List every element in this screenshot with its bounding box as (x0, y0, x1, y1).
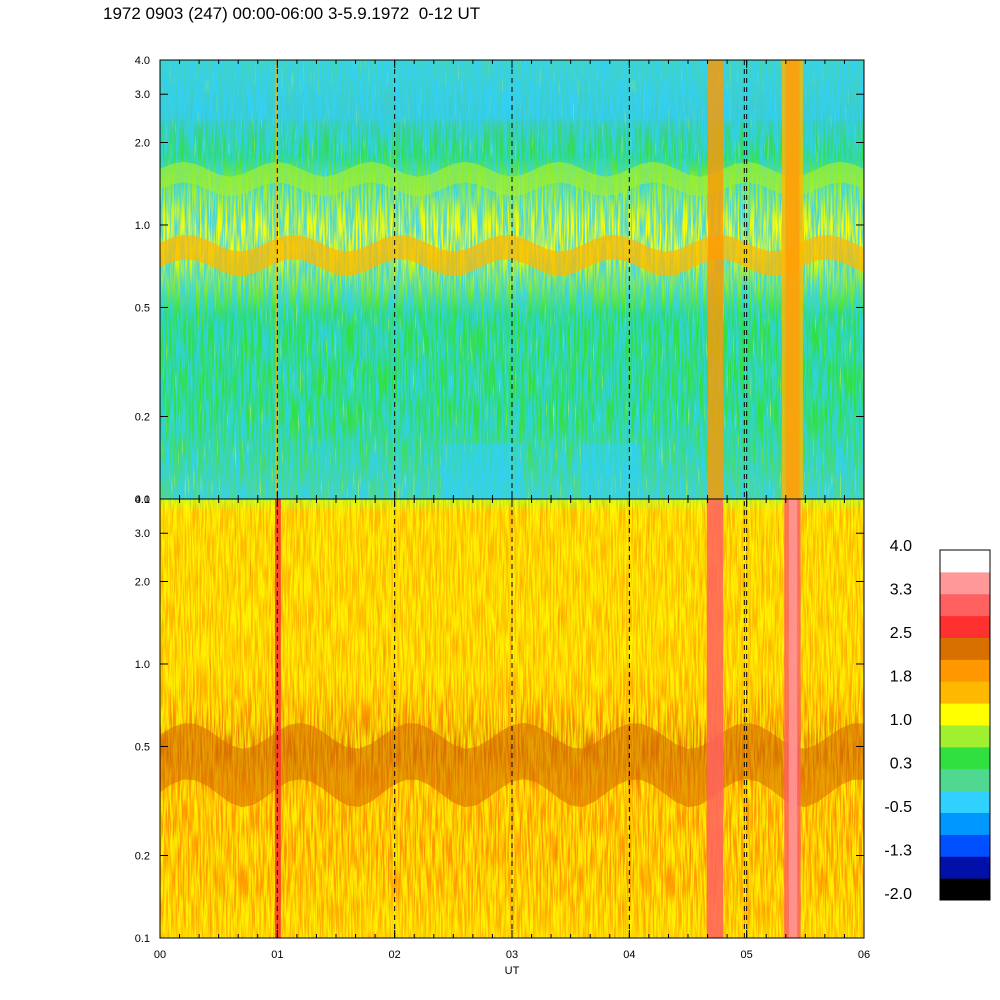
colorbar-label: 3.3 (890, 582, 912, 599)
y-tick-label: 0.1 (135, 494, 150, 506)
y-tick-label: 1.0 (135, 220, 150, 232)
colorbar-swatch-navy (940, 856, 990, 879)
y-tick-label: 0.2 (135, 851, 150, 863)
x-tick-label: 03 (506, 949, 518, 961)
colorbar-swatch-green (940, 746, 990, 770)
colorbar-swatch-pink (940, 571, 990, 595)
colorbar-swatch-aquamarine (940, 768, 990, 792)
x-axis-label: UT (505, 965, 520, 977)
y-tick-label: 0.5 (135, 302, 150, 314)
colorbar-swatch-white (940, 550, 990, 573)
colorbar-swatch-salmon (940, 593, 990, 617)
colorbar-label: 0.3 (890, 756, 912, 773)
colorbar-label: 4.0 (890, 538, 912, 555)
x-tick-label: 05 (741, 949, 753, 961)
top-vertical-burst (781, 60, 803, 499)
y-tick-label: 0.2 (135, 412, 150, 424)
y-tick-label: 0.1 (135, 933, 150, 945)
page-title: 1972 0903 (247) 00:00-06:00 3-5.9.1972 0… (103, 4, 481, 23)
colorbar-swatch-cyan (940, 790, 990, 813)
colorbar-label: -1.3 (884, 843, 912, 860)
x-tick-label: 04 (623, 949, 635, 961)
colorbar-swatch-dark-orange (940, 637, 990, 660)
colorbar-swatch-amber (940, 681, 990, 704)
axes-group: 0.10.20.51.02.03.04.00.10.20.51.02.03.04… (135, 55, 870, 977)
colorbar-swatch-lime (940, 725, 990, 748)
colorbar-label: 1.8 (890, 669, 912, 686)
y-tick-label: 0.5 (135, 741, 150, 753)
colorbar-label: -0.5 (884, 799, 912, 816)
colorbar-label: 2.5 (890, 625, 912, 642)
x-tick-label: 00 (154, 949, 166, 961)
colorbar-label: -2.0 (884, 886, 912, 903)
top-lower-cyan-patch (582, 443, 642, 499)
colorbar-swatch-orange (940, 659, 990, 682)
y-tick-label: 2.0 (135, 137, 150, 149)
colorbar: 4.0 3.3 2.5 1.8 1.0 0.3 -0.5 -1.3 -2.0 (884, 538, 991, 903)
y-tick-label: 1.0 (135, 659, 150, 671)
bottom-vertical-burst (274, 499, 281, 938)
top-band-orange (160, 235, 864, 277)
y-tick-label: 4.0 (135, 55, 150, 67)
x-tick-label: 01 (271, 949, 283, 961)
colorbar-swatch-azure (940, 812, 990, 835)
colorbar-swatch-blue (940, 834, 990, 857)
colorbar-swatch-red (940, 615, 990, 638)
bottom-vertical-burst (706, 499, 724, 938)
x-tick-label: 06 (858, 949, 870, 961)
y-tick-label: 2.0 (135, 576, 150, 588)
bottom-vertical-burst (788, 499, 798, 938)
y-tick-label: 3.0 (135, 89, 150, 101)
x-tick-label: 02 (389, 949, 401, 961)
colorbar-label: 1.0 (890, 712, 912, 729)
y-tick-label: 4.0 (135, 494, 150, 506)
top-vertical-burst (275, 60, 278, 499)
colorbar-swatch-black (940, 878, 990, 901)
hour-dashed-lines (276, 60, 748, 938)
colorbar-frame (939, 549, 991, 901)
colorbar-swatch-yellow (940, 703, 990, 726)
top-lower-cyan-patch (441, 443, 524, 499)
top-vertical-burst (707, 60, 724, 499)
y-tick-label: 3.0 (135, 528, 150, 540)
